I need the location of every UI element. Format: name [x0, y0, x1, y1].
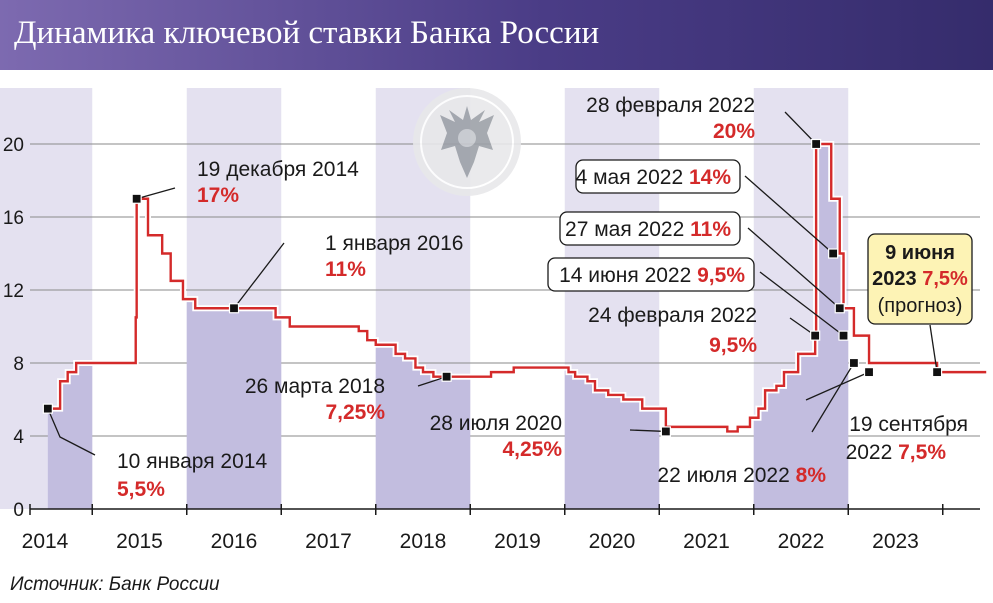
x-tick-label: 2019 — [494, 530, 541, 553]
annotation-value: 9,5% — [709, 334, 757, 357]
annotation-8: 27 мая 2022 11% — [559, 211, 741, 246]
header-bar: Динамика ключевой ставки Банка России — [0, 0, 993, 70]
forecast-note: (прогноз) — [878, 295, 963, 317]
annotation-5: 24 февраля 2022 9,5% — [588, 304, 757, 357]
annotation-date: 10 января 2014 — [117, 450, 267, 473]
data-point-marker — [863, 367, 875, 378]
annotation-value: 17% — [197, 184, 239, 207]
y-tick-label: 12 — [3, 281, 24, 302]
annotation-value: 4,25% — [502, 438, 562, 461]
annotation-date: 19 декабря 2014 — [197, 158, 359, 181]
annotation-0: 10 января 2014 5,5% — [117, 450, 267, 501]
y-tick-label: 4 — [13, 427, 24, 448]
annotation-leader — [929, 324, 938, 373]
data-point-marker — [931, 367, 943, 378]
annotation-date: 28 июля 2020 — [430, 412, 562, 435]
bank-of-russia-emblem-icon — [413, 88, 521, 196]
data-point-marker — [131, 193, 142, 204]
annotation-3: 26 марта 2018 7,25% — [245, 375, 385, 424]
annotation-date: 26 марта 2018 — [245, 375, 385, 398]
annotation-date: 2022 7,5% — [846, 441, 947, 464]
y-tick-label: 0 — [13, 500, 24, 521]
key-rate-chart: 0 4 8 12 16 20 2014 2015 2016 2017 2018 2019 2020 202… — [0, 88, 987, 553]
chart-title: Динамика ключевой ставки Банка России — [14, 15, 600, 51]
x-tick-label: 2021 — [683, 530, 730, 553]
annotation-value: 20% — [713, 120, 755, 143]
annotation-date: 2023 7,5% — [872, 268, 968, 290]
annotation-leader — [47, 408, 96, 456]
x-tick-label: 2018 — [400, 530, 447, 553]
x-tick-label: 2020 — [589, 530, 636, 553]
annotation-leader — [629, 429, 666, 433]
data-point-marker — [228, 303, 240, 314]
annotation-leader — [136, 187, 176, 200]
key-rate-line — [47, 142, 987, 433]
annotation-value: 7,25% — [325, 401, 385, 424]
annotation-7: 4 мая 2022 14% — [575, 159, 741, 194]
annotation-value: 14% — [689, 166, 731, 189]
data-point-marker — [811, 138, 822, 150]
annotation-6: 28 февраля 2022 20% — [586, 94, 755, 143]
annotation-date: 19 сентября — [849, 413, 968, 436]
annotation-box — [547, 257, 755, 292]
data-point-marker — [828, 248, 839, 259]
annotation-value: 9,5% — [697, 264, 745, 287]
annotation-11: 19 сентября 2022 7,5% — [846, 413, 968, 464]
y-tick-label: 16 — [3, 208, 24, 229]
x-tick-label: 2017 — [305, 530, 352, 553]
annotation-leader — [784, 111, 817, 145]
annotation-date: 1 января 2016 — [325, 232, 463, 255]
x-tick-label: 2022 — [778, 530, 825, 553]
y-tick-label: 20 — [3, 135, 24, 156]
data-point-marker — [660, 426, 671, 437]
data-point-marker — [810, 330, 821, 341]
annotation-leader — [744, 175, 834, 254]
annotation-value: 11% — [690, 218, 731, 241]
annotation-value: 5,5% — [117, 478, 165, 501]
annotation-leader — [805, 371, 870, 401]
annotation-4: 28 июля 2020 4,25% — [430, 412, 563, 461]
data-point-marker — [834, 303, 845, 314]
annotation-value: 8% — [796, 464, 827, 487]
annotation-leader — [759, 271, 844, 337]
annotation-leader — [233, 242, 285, 309]
annotation-box — [559, 211, 741, 246]
annotation-date: 22 июля 2022 8% — [657, 464, 826, 487]
annotation-date: 24 февраля 2022 — [588, 304, 757, 327]
data-point-marker — [42, 403, 53, 414]
annotation-value: 7,5% — [898, 441, 946, 464]
annotation-date: 14 июня 2022 9,5% — [559, 264, 745, 287]
annotation-value: 7,5% — [922, 268, 968, 290]
annotation-date: 28 февраля 2022 — [586, 94, 755, 117]
data-point-marker — [848, 357, 860, 369]
data-point-marker — [441, 371, 452, 382]
x-tick-label: 2023 — [872, 530, 919, 553]
annotation-leader — [747, 227, 841, 309]
annotation-date: 27 мая 2022 11% — [565, 218, 731, 241]
annotation-12: 9 июня 2023 7,5% (прогноз) — [867, 233, 973, 325]
annotation-date: 9 июня — [885, 242, 955, 264]
annotation-box — [575, 159, 741, 194]
annotation-date: 4 мая 2022 14% — [576, 166, 732, 189]
y-tick-label: 8 — [13, 354, 24, 375]
x-tick-label: 2016 — [211, 530, 258, 553]
data-point-marker — [838, 330, 849, 341]
annotation-9: 14 июня 2022 9,5% — [547, 257, 755, 292]
x-tick-label: 2015 — [116, 530, 163, 553]
annotation-10: 22 июля 2022 8% — [657, 464, 826, 487]
annotation-value: 11% — [325, 258, 366, 281]
annotation-1: 19 декабря 2014 17% — [197, 158, 359, 207]
x-tick-label: 2014 — [22, 530, 69, 553]
annotation-2: 1 января 2016 11% — [325, 232, 463, 281]
annotation-leader — [811, 362, 855, 433]
forecast-box — [867, 233, 973, 325]
source-note: Источник: Банк России — [10, 574, 220, 595]
